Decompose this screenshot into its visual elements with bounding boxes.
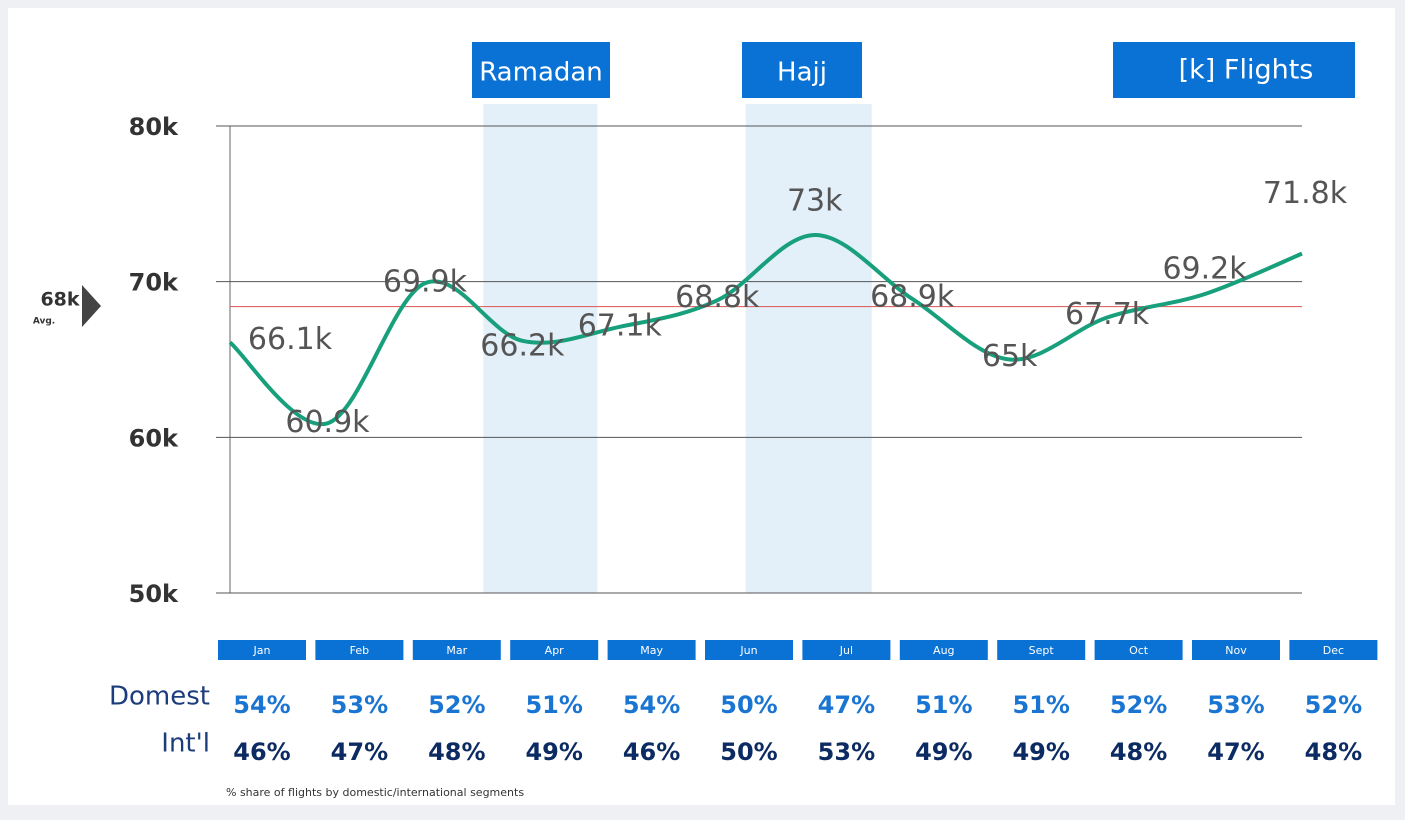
month-tile: [705, 640, 793, 660]
month-tile: [1192, 640, 1280, 660]
share-value: 53%: [1207, 691, 1264, 719]
x-tick-label: Jan: [253, 644, 271, 657]
x-tick-label: Mar: [446, 644, 467, 657]
share-value: 52%: [1110, 691, 1167, 719]
row-label: Domest: [109, 682, 210, 712]
period-box: [742, 42, 862, 98]
data-label: 69.2k: [1162, 252, 1247, 287]
row-label: Int'l: [161, 729, 210, 759]
period-label: Ramadan: [479, 58, 603, 88]
chart-title: [k] Flights: [1179, 55, 1314, 86]
share-value: 49%: [915, 738, 972, 766]
share-value: 54%: [623, 691, 680, 719]
x-tick-label: Aug: [933, 644, 954, 657]
month-tile: [1289, 640, 1378, 660]
y-tick-label: 60k: [129, 424, 179, 452]
month-tile: [218, 640, 306, 660]
average-marker: [82, 285, 101, 327]
x-tick-label: Oct: [1129, 644, 1149, 657]
data-label: 71.8k: [1263, 176, 1348, 211]
data-label: 68.9k: [870, 279, 955, 314]
x-tick-label: Dec: [1323, 644, 1344, 657]
x-tick-label: Nov: [1225, 644, 1247, 657]
share-value: 47%: [331, 738, 388, 766]
month-tile: [899, 640, 988, 660]
y-tick-label: 50k: [129, 580, 179, 608]
month-tile: [510, 640, 599, 660]
data-label: 69.9k: [383, 265, 468, 300]
data-label: 60.9k: [285, 405, 370, 440]
x-tick-label: Apr: [545, 644, 565, 657]
share-value: 51%: [915, 691, 972, 719]
share-value: 47%: [818, 691, 875, 719]
share-value: 50%: [720, 691, 777, 719]
share-value: 47%: [1207, 738, 1264, 766]
share-value: 50%: [720, 738, 777, 766]
month-tile: [607, 640, 696, 660]
period-band: [483, 104, 598, 593]
y-tick-label: 80k: [129, 113, 179, 141]
data-label: 66.2k: [480, 328, 565, 363]
share-value: 48%: [1110, 738, 1167, 766]
data-label: 67.7k: [1065, 297, 1150, 332]
footnote: % share of flights by domestic/internati…: [226, 786, 524, 799]
share-value: 46%: [233, 738, 290, 766]
x-tick-label: May: [640, 644, 663, 657]
data-label: 68.8k: [675, 280, 760, 315]
x-tick-label: Feb: [350, 644, 369, 657]
x-tick-label: Jun: [739, 644, 757, 657]
data-label: 66.1k: [248, 322, 333, 357]
share-value: 48%: [428, 738, 485, 766]
data-label: 73k: [787, 183, 843, 218]
month-tile: [412, 640, 501, 660]
period-label: Hajj: [777, 58, 827, 88]
average-sublabel: Avg.: [33, 317, 55, 327]
share-value: 49%: [525, 738, 582, 766]
share-value: 53%: [331, 691, 388, 719]
share-value: 53%: [818, 738, 875, 766]
line-series: [228, 232, 1303, 427]
title-box: [1113, 42, 1355, 98]
panel: [8, 8, 1395, 805]
share-value: 48%: [1305, 738, 1362, 766]
share-value: 54%: [233, 691, 290, 719]
data-label: 67.1k: [578, 308, 663, 343]
month-tile: [802, 640, 891, 660]
share-value: 46%: [623, 738, 680, 766]
month-tile: [1094, 640, 1183, 660]
share-value: 49%: [1012, 738, 1069, 766]
period-band: [745, 104, 872, 593]
share-value: 51%: [1012, 691, 1069, 719]
share-value: 51%: [525, 691, 582, 719]
x-tick-label: Jul: [839, 644, 853, 657]
month-tile: [997, 640, 1086, 660]
x-tick-label: Sept: [1029, 644, 1055, 657]
average-label: 68k: [40, 289, 79, 311]
share-value: 52%: [1305, 691, 1362, 719]
period-box: [472, 42, 610, 98]
month-tile: [315, 640, 404, 660]
y-tick-label: 70k: [129, 269, 179, 297]
share-value: 52%: [428, 691, 485, 719]
data-label: 65k: [982, 339, 1038, 374]
